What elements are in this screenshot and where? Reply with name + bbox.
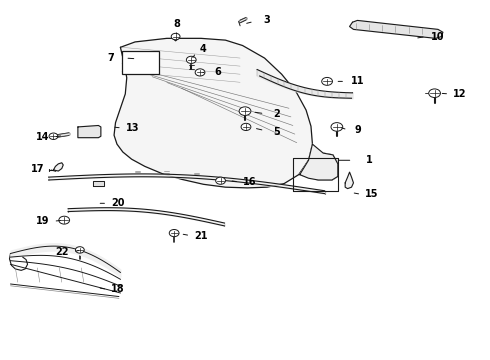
Circle shape (429, 89, 441, 98)
Circle shape (49, 133, 58, 139)
Circle shape (239, 107, 251, 116)
Text: 12: 12 (453, 89, 467, 99)
Text: 7: 7 (107, 53, 114, 63)
Circle shape (171, 33, 180, 40)
Polygon shape (349, 21, 443, 39)
Text: 4: 4 (200, 44, 207, 54)
Polygon shape (53, 163, 63, 171)
Text: 16: 16 (243, 177, 257, 187)
Circle shape (241, 123, 251, 131)
Text: 20: 20 (111, 198, 125, 208)
Circle shape (75, 247, 84, 253)
Text: 22: 22 (55, 247, 69, 257)
Text: 5: 5 (273, 127, 280, 136)
Text: 8: 8 (173, 19, 180, 29)
Text: 10: 10 (431, 32, 445, 41)
Text: 19: 19 (35, 216, 49, 226)
Text: 13: 13 (126, 123, 139, 133)
Text: 15: 15 (365, 189, 379, 199)
Circle shape (322, 77, 332, 85)
Circle shape (195, 69, 205, 76)
Text: 14: 14 (35, 132, 49, 142)
Polygon shape (114, 39, 338, 188)
Text: 17: 17 (30, 164, 44, 174)
Text: 6: 6 (215, 67, 221, 77)
FancyBboxPatch shape (122, 51, 159, 74)
Polygon shape (345, 172, 353, 189)
Polygon shape (300, 144, 338, 180)
Text: 21: 21 (194, 231, 208, 240)
Text: 2: 2 (273, 109, 280, 119)
Text: 3: 3 (264, 15, 270, 26)
Text: 9: 9 (354, 125, 361, 135)
Polygon shape (93, 181, 104, 186)
Text: 1: 1 (366, 155, 373, 165)
Circle shape (186, 56, 196, 63)
Circle shape (59, 216, 70, 224)
Text: 11: 11 (351, 76, 364, 86)
Circle shape (331, 123, 343, 131)
Text: 18: 18 (111, 284, 125, 294)
Circle shape (169, 229, 179, 237)
Polygon shape (78, 126, 101, 138)
Circle shape (216, 177, 225, 184)
